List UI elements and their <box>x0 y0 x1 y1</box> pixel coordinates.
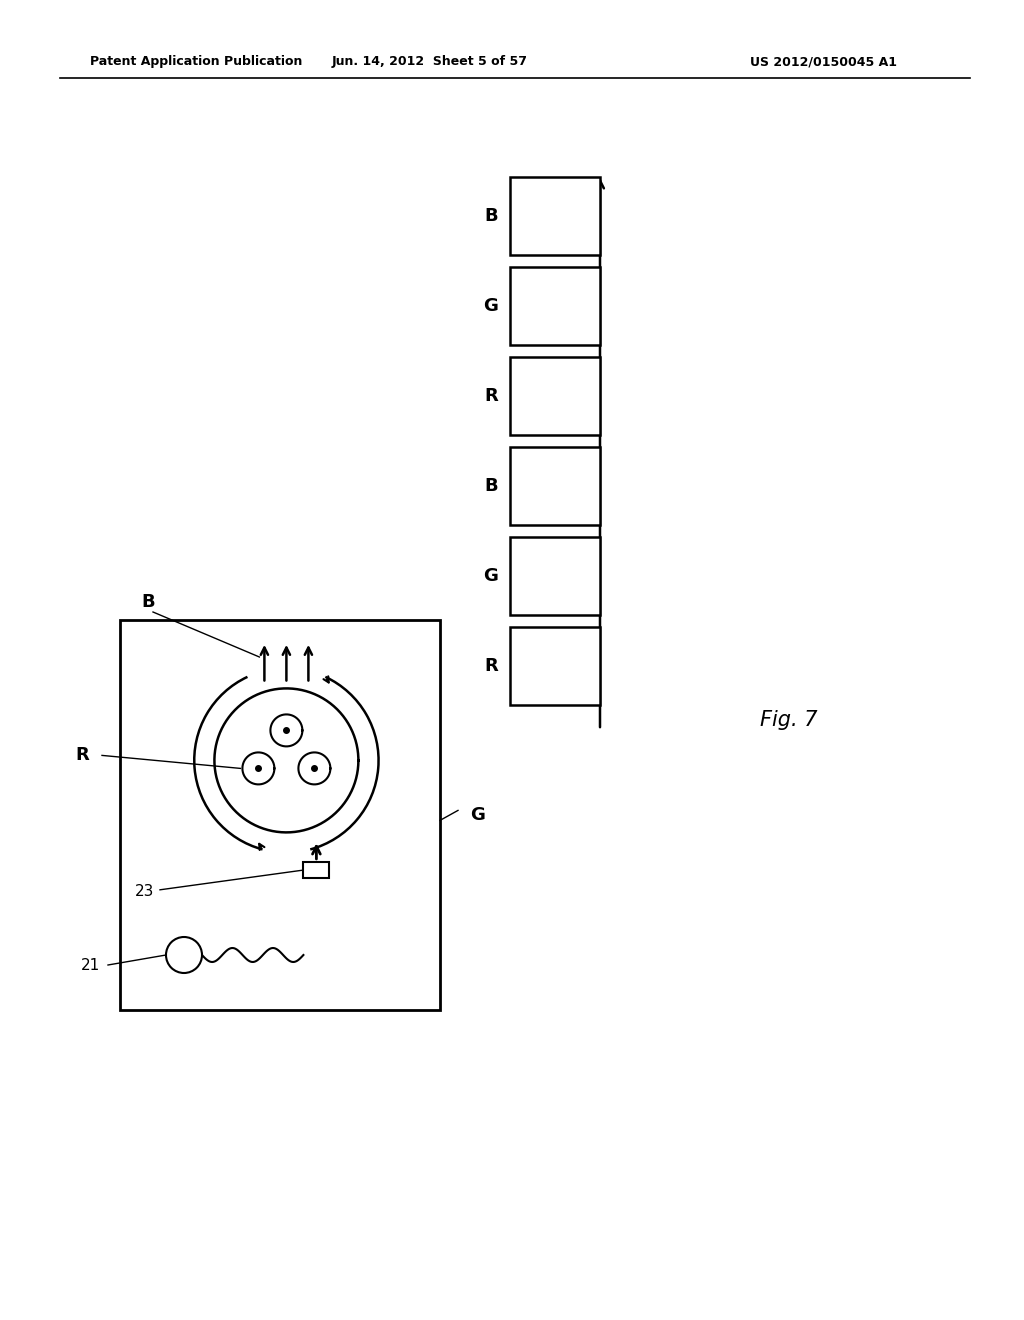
Text: R: R <box>484 387 498 405</box>
Bar <box>510 177 600 255</box>
Text: 23: 23 <box>135 884 155 899</box>
Bar <box>120 620 440 1010</box>
Circle shape <box>166 937 202 973</box>
Text: G: G <box>483 297 498 315</box>
Bar <box>510 447 600 525</box>
Text: B: B <box>484 477 498 495</box>
Bar <box>510 627 600 705</box>
Text: B: B <box>484 207 498 224</box>
Text: R: R <box>484 657 498 675</box>
Bar <box>510 356 600 436</box>
Text: 21: 21 <box>80 957 99 973</box>
Bar <box>510 267 600 345</box>
Text: Jun. 14, 2012  Sheet 5 of 57: Jun. 14, 2012 Sheet 5 of 57 <box>332 55 528 69</box>
Text: Fig. 7: Fig. 7 <box>760 710 817 730</box>
Text: G: G <box>471 807 485 825</box>
Bar <box>303 862 330 878</box>
Text: R: R <box>75 746 89 764</box>
Bar <box>510 537 600 615</box>
Text: G: G <box>483 568 498 585</box>
Text: US 2012/0150045 A1: US 2012/0150045 A1 <box>750 55 897 69</box>
Text: Patent Application Publication: Patent Application Publication <box>90 55 302 69</box>
Text: B: B <box>141 593 155 611</box>
